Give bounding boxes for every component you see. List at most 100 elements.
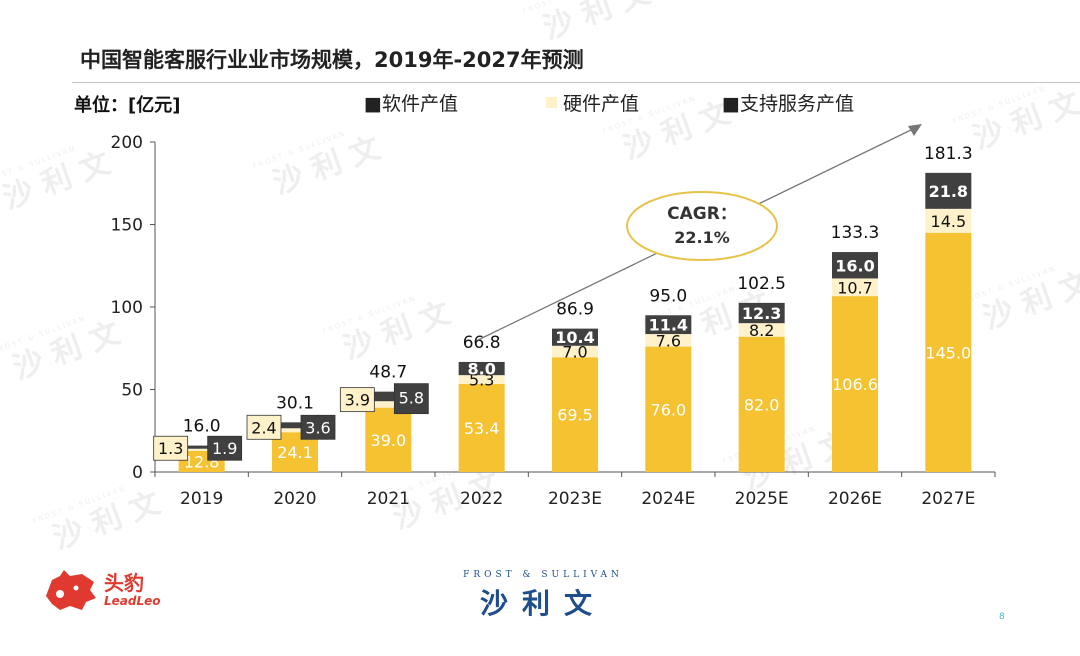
leadleo-en-name: LeadLeo [104, 594, 161, 608]
bar-software [832, 296, 878, 472]
x-tick-label: 2024E [641, 489, 695, 509]
legend-item-service: ■支持服务产值 [722, 89, 854, 116]
y-tick-label: 200 [111, 133, 143, 153]
y-tick-label: 100 [111, 298, 143, 318]
legend-item-software: ■软件产值 [364, 89, 458, 116]
x-tick-label: 2021 [367, 489, 410, 509]
y-tick-label: 0 [132, 463, 143, 483]
bar-hardware [832, 278, 878, 297]
data-label-hardware: 8.2 [749, 321, 774, 340]
bar-hardware [552, 345, 598, 358]
y-tick-label: 50 [121, 381, 143, 401]
data-label-total: 102.5 [737, 274, 786, 294]
x-tick-label: 2027E [921, 489, 975, 509]
x-tick-label: 2026E [828, 489, 882, 509]
unit-label: 单位：[亿元] [74, 95, 181, 116]
box-service [300, 414, 336, 440]
watermark-cn: 沙 利 文 [539, 0, 655, 46]
cagr-annotation: CAGR： 22.1% [477, 124, 922, 341]
data-label-service: 8.0 [467, 360, 495, 379]
cagr-label: CAGR： [667, 204, 737, 224]
x-tick-label: 2025E [735, 489, 789, 509]
bar-hardware [645, 334, 692, 347]
data-label-software: 53.4 [464, 419, 500, 438]
bar-hardware [365, 401, 412, 408]
data-label-hardware: 5.3 [469, 371, 494, 390]
cagr-arrowhead-icon [908, 124, 922, 136]
bar-service [178, 445, 225, 449]
chart-bars [178, 172, 972, 472]
bar-software [645, 346, 692, 472]
data-label-hardware: 3.9 [345, 391, 370, 410]
data-label-software: 69.5 [557, 406, 593, 425]
data-label-software: 24.1 [277, 443, 313, 462]
bar-service [458, 361, 505, 376]
data-label-service: 12.3 [742, 304, 781, 323]
frost-sullivan-cn: 沙利文 [479, 587, 606, 620]
page-number: 8 [999, 612, 1005, 622]
x-tick-label: 2020 [273, 489, 316, 509]
data-label-service: 21.8 [929, 182, 968, 201]
data-label-hardware: 14.5 [931, 212, 967, 231]
data-label-software: 106.6 [832, 375, 878, 394]
legend-label-service: ■支持服务产值 [722, 93, 854, 115]
data-label-service: 3.6 [305, 418, 330, 437]
bar-software [458, 383, 505, 472]
x-tick-label: 2022 [460, 489, 503, 509]
page-title: 中国智能客服行业业市场规模，2019年-2027年预测 [80, 48, 584, 72]
box-service [393, 383, 429, 415]
leadleo-logo: 头豹 LeadLeo [42, 568, 161, 612]
bar-service [272, 422, 318, 429]
legend-label-software: ■软件产值 [364, 93, 458, 115]
bar-service [738, 302, 785, 324]
data-label-hardware: 2.4 [251, 418, 276, 437]
data-label-hardware: 10.7 [837, 278, 873, 297]
cagr-ellipse [626, 191, 778, 261]
bar-software [365, 407, 412, 472]
bar-service [925, 172, 972, 209]
chart-value-labels: 12.81.3 1.916.024.12.4 3.630.139.03.9 5.848… [153, 144, 973, 471]
bar-hardware [925, 208, 972, 233]
data-label-total: 48.7 [369, 363, 407, 383]
bar-hardware [178, 448, 225, 451]
leopard-head-icon [46, 570, 96, 610]
bar-hardware [458, 375, 505, 384]
bar-software [552, 357, 598, 472]
data-label-total: 133.3 [831, 223, 880, 243]
data-label-total: 16.0 [183, 417, 221, 437]
data-label-service: 16.0 [835, 256, 874, 275]
bar-service [645, 315, 692, 335]
data-label-software: 145.0 [925, 343, 971, 362]
data-label-hardware: 7.0 [562, 343, 587, 362]
leadleo-cn-name: 头豹 [104, 571, 144, 595]
x-tick-label: 2019 [180, 489, 223, 509]
frost-sullivan-en: FROST & SULLIVAN [463, 570, 623, 580]
data-label-software: 39.0 [371, 431, 407, 450]
bar-service [365, 391, 412, 402]
bar-service [552, 328, 598, 346]
data-label-total: 66.8 [463, 333, 501, 353]
frost-sullivan-logo: FROST & SULLIVAN 沙利文 [448, 570, 638, 622]
y-tick-label: 150 [111, 216, 143, 236]
legend-swatch-hardware [546, 97, 557, 108]
data-label-software: 82.0 [744, 395, 780, 414]
cagr-value: 22.1% [674, 228, 730, 247]
legend-label-hardware: 硬件产值 [563, 93, 640, 115]
x-tick-label: 2023E [548, 489, 602, 509]
data-label-service: 5.8 [399, 389, 424, 408]
data-label-service: 11.4 [649, 316, 688, 335]
data-label-total: 181.3 [924, 144, 973, 164]
data-label-service: 10.4 [555, 328, 594, 347]
data-label-total: 30.1 [276, 393, 314, 413]
box-hardware [153, 435, 189, 461]
bar-hardware [272, 428, 318, 433]
title-divider [72, 82, 1080, 83]
data-label-software: 76.0 [651, 400, 687, 419]
box-hardware [339, 387, 375, 413]
legend-item-hardware: 硬件产值 [546, 89, 639, 116]
data-label-total: 86.9 [556, 300, 594, 320]
bar-software [925, 232, 972, 472]
data-label-total: 95.0 [649, 286, 687, 306]
